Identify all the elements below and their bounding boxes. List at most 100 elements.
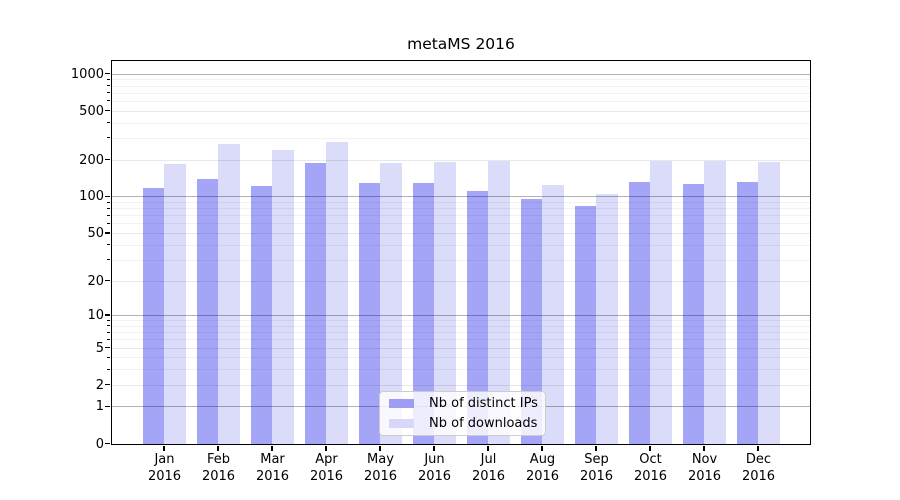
gridline-200 [111, 159, 810, 161]
y-minor-tick-mark [106, 319, 110, 321]
x-tick-label-may: May 2016 [351, 452, 411, 485]
x-tick-label-month: Dec [745, 452, 772, 467]
y-minor-tick-mark [106, 259, 110, 261]
bar-jul-downloads [488, 161, 510, 444]
y-tick-mark-1000 [104, 72, 110, 75]
x-tick-label-feb: Feb 2016 [189, 452, 249, 485]
legend-row-downloads: Nb of downloads [389, 415, 545, 432]
bars-layer [112, 61, 810, 444]
gridline-minor [111, 122, 810, 124]
bar-sep-distinct-ips [574, 205, 596, 444]
x-tick-mark-jul [487, 445, 489, 451]
gridline-minor [111, 85, 810, 87]
bar-apr-distinct-ips [304, 162, 326, 444]
x-tick-label-month: Jan [154, 452, 175, 467]
bar-nov-downloads [704, 160, 726, 444]
legend-swatch-distinct-ips [389, 398, 414, 409]
y-minor-tick-mark [106, 214, 110, 216]
bar-may-distinct-ips [358, 183, 380, 444]
legend: Nb of distinct IPs Nb of downloads [379, 391, 546, 436]
y-minor-tick-mark [106, 137, 110, 139]
y-tick-mark-100 [104, 195, 110, 198]
gridline-minor [111, 369, 810, 371]
legend-row-distinct-ips: Nb of distinct IPs [389, 395, 545, 412]
bar-mar-downloads [272, 149, 294, 444]
bar-mar-distinct-ips [250, 185, 272, 444]
x-tick-label-month: Nov [691, 452, 718, 467]
y-tick-mark-10 [104, 314, 110, 316]
gridline-minor [111, 215, 810, 217]
legend-swatch-downloads [389, 418, 414, 429]
y-tick-label-100: 100 [79, 189, 104, 205]
bar-nov-distinct-ips [682, 183, 704, 444]
legend-label-downloads: Nb of downloads [429, 416, 538, 431]
y-minor-tick-mark [106, 325, 110, 327]
x-tick-mark-nov [703, 445, 705, 451]
bar-sep-downloads [596, 193, 618, 444]
y-tick-mark-500 [104, 109, 110, 112]
y-tick-mark-0 [104, 442, 110, 445]
gridline-minor [111, 244, 810, 246]
gridline-500 [111, 110, 810, 112]
bar-jul-distinct-ips [466, 190, 488, 444]
bar-may-downloads [380, 163, 402, 444]
x-tick-mark-oct [649, 445, 651, 451]
x-tick-mark-jan [163, 445, 165, 451]
bar-aug-distinct-ips [520, 198, 542, 444]
y-tick-label-500: 500 [79, 103, 104, 119]
gridline-50 [111, 233, 810, 234]
x-tick-label-month: Sep [584, 452, 609, 467]
x-tick-label-month: Jul [480, 452, 497, 467]
bar-dec-downloads [758, 162, 780, 444]
y-minor-tick-mark [106, 85, 110, 86]
gridline-minor [111, 332, 810, 334]
y-minor-tick-mark [106, 92, 110, 94]
x-tick-label-month: Oct [639, 452, 662, 467]
gridline-minor [111, 202, 810, 203]
ticks-layer [104, 61, 810, 451]
gridline-minor [111, 137, 810, 139]
bar-jun-downloads [434, 162, 456, 444]
x-tick-label-year: 2016 [147, 468, 182, 484]
y-minor-tick-mark [106, 244, 110, 246]
x-tick-mark-jun [433, 445, 435, 451]
x-tick-label-nov: Nov 2016 [675, 452, 735, 485]
x-tick-label-year: 2016 [309, 468, 344, 484]
gridline-2 [111, 384, 810, 386]
chart-title: metaMS 2016 [407, 35, 515, 53]
bar-jan-distinct-ips [142, 188, 164, 444]
y-tick-mark-1 [104, 405, 110, 408]
x-tick-label-year: 2016 [255, 468, 290, 484]
x-tick-label-apr: Apr 2016 [297, 452, 357, 485]
x-tick-label-month: Apr [315, 452, 338, 467]
y-minor-tick-mark [106, 356, 110, 358]
x-tick-label-mar: Mar 2016 [243, 452, 303, 485]
y-tick-label-200: 200 [79, 152, 104, 168]
x-tick-label-year: 2016 [201, 468, 236, 484]
x-tick-label-year: 2016 [687, 468, 722, 484]
gridline-minor [111, 92, 810, 94]
x-tick-label-year: 2016 [741, 468, 776, 484]
gridline-minor [111, 208, 810, 210]
gridline-20 [111, 280, 810, 282]
bar-oct-distinct-ips [628, 182, 650, 444]
y-minor-tick-mark [106, 122, 110, 123]
bar-feb-downloads [218, 143, 240, 444]
x-tick-label-jan: Jan 2016 [135, 452, 195, 485]
x-tick-label-aug: Aug 2016 [513, 452, 573, 485]
y-minor-tick-mark [106, 207, 110, 209]
x-tick-mark-sep [595, 445, 597, 451]
x-tick-label-year: 2016 [525, 468, 560, 484]
y-tick-mark-50 [104, 232, 110, 234]
y-tick-mark-2 [104, 383, 110, 386]
x-tick-mark-dec [757, 445, 759, 451]
bar-dec-distinct-ips [736, 181, 758, 444]
x-tick-label-year: 2016 [579, 468, 614, 484]
gridline-1000 [111, 73, 810, 75]
y-tick-label-1000: 1000 [70, 66, 104, 82]
bar-apr-downloads [326, 142, 348, 444]
y-minor-tick-mark [106, 78, 110, 80]
y-tick-mark-200 [104, 158, 110, 161]
bar-oct-downloads [650, 160, 672, 444]
x-tick-label-sep: Sep 2016 [567, 452, 627, 485]
